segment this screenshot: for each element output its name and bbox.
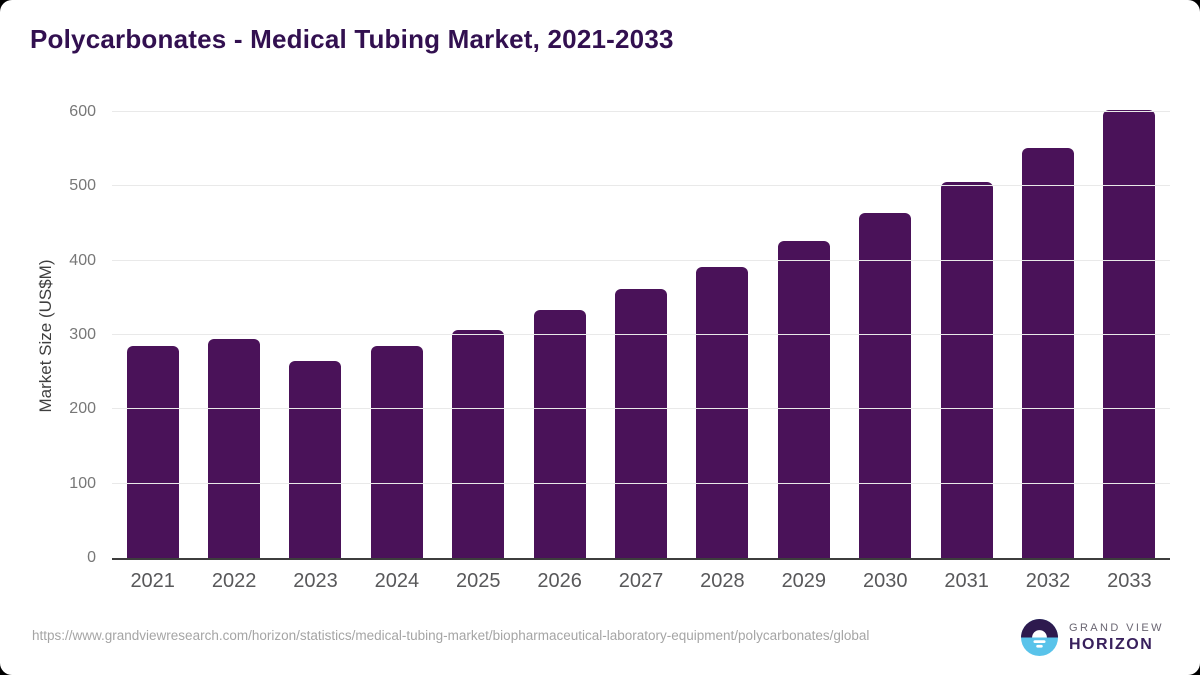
gridline-100 — [112, 482, 1170, 484]
logo-text-grand-view: GRAND VIEW — [1069, 621, 1164, 634]
y-tick-label-500: 500 — [69, 177, 96, 195]
bar-2031 — [940, 181, 993, 558]
logo-text: GRAND VIEW HORIZON — [1069, 622, 1164, 654]
x-tick-label-2022: 2022 — [211, 570, 257, 592]
brand-logo: GRAND VIEW HORIZON — [1021, 619, 1164, 656]
x-tick-label-2024: 2024 — [374, 570, 420, 592]
y-tick-label-600: 600 — [69, 103, 96, 120]
bar-column-2027 — [600, 112, 681, 558]
bar-2026 — [533, 310, 586, 558]
bar-column-2028 — [682, 112, 763, 558]
bar-2023 — [289, 361, 342, 558]
x-tick-label-2033: 2033 — [1107, 570, 1152, 592]
plot-area — [112, 109, 1170, 560]
bar-2029 — [777, 241, 830, 558]
chart-title: Polycarbonates - Medical Tubing Market, … — [30, 24, 674, 54]
x-tick-label-2029: 2029 — [781, 570, 827, 592]
bar-column-2021 — [112, 112, 193, 558]
x-tick-label-2026: 2026 — [537, 570, 582, 592]
bar-column-2033 — [1089, 109, 1170, 558]
gridline-500 — [112, 185, 1170, 187]
x-tick-label-2023: 2023 — [293, 570, 338, 592]
y-tick-label-0: 0 — [87, 549, 96, 566]
x-tick-label-2030: 2030 — [862, 570, 908, 592]
x-tick-label-2027: 2027 — [618, 570, 664, 592]
bar-column-2031 — [926, 112, 1007, 558]
x-tick-label-2031: 2031 — [944, 570, 989, 592]
y-axis-tick-labels: 0 100 200 300 400 500 600 — [22, 103, 96, 566]
x-tick-label-2028: 2028 — [700, 570, 745, 592]
logo-text-horizon: HORIZON — [1069, 635, 1154, 653]
gridline-400 — [112, 259, 1170, 261]
bar-2032 — [1021, 148, 1074, 558]
gridline-200 — [112, 408, 1170, 410]
y-tick-label-400: 400 — [69, 251, 96, 269]
bar-column-2029 — [763, 112, 844, 558]
bar-2027 — [615, 288, 668, 558]
source-url: https://www.grandviewresearch.com/horizo… — [32, 628, 870, 643]
y-tick-label-200: 200 — [69, 400, 96, 418]
bar-column-2030 — [845, 112, 926, 558]
x-tick-label-2021: 2021 — [130, 570, 175, 592]
gridline-600 — [112, 111, 1170, 112]
bars-container — [112, 109, 1170, 558]
bar-column-2025 — [438, 112, 519, 558]
bar-column-2032 — [1007, 112, 1088, 558]
bar-2022 — [208, 339, 261, 558]
bar-column-2022 — [193, 112, 274, 558]
x-tick-label-2032: 2032 — [1025, 570, 1071, 592]
bar-column-2024 — [356, 112, 437, 558]
x-tick-label-2025: 2025 — [456, 570, 501, 592]
y-tick-label-300: 300 — [69, 326, 96, 343]
gridline-300 — [112, 334, 1170, 335]
y-tick-label-100: 100 — [69, 474, 96, 492]
bar-column-2023 — [275, 112, 356, 558]
bar-2028 — [696, 267, 749, 558]
bar-column-2026 — [519, 112, 600, 558]
bar-2030 — [859, 213, 912, 558]
bar-2024 — [370, 346, 423, 558]
horizon-sunset-icon — [1021, 619, 1058, 656]
x-axis-labels: 2021 2022 2023 2024 2025 2026 2027 2028 2029 2030… — [112, 570, 1170, 593]
bar-2021 — [126, 346, 179, 558]
bar-2025 — [452, 329, 505, 558]
